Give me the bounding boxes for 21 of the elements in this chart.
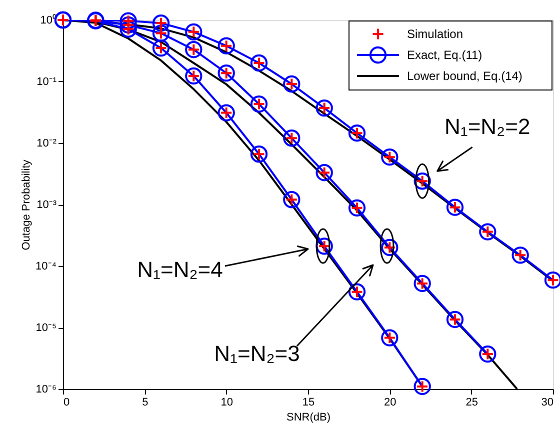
x-tick-label: 15 xyxy=(302,396,315,408)
annotation: N₁=N₂=3 xyxy=(214,341,300,366)
x-tick-label: 5 xyxy=(142,396,148,408)
x-tick-label: 20 xyxy=(384,396,396,408)
y-tick-label: 10⁻⁶ xyxy=(36,384,56,396)
annotation: N₁=N₂=2 xyxy=(444,114,530,140)
x-tick-label: 0 xyxy=(64,396,70,408)
legend-label: Lower bound, Eq.(14) xyxy=(407,69,522,83)
y-tick-label: 10⁻¹ xyxy=(36,76,57,88)
x-axis-title: SNR(dB) xyxy=(286,412,331,424)
y-axis-title: Outage Probability xyxy=(20,159,33,250)
legend-label: Exact, Eq.(11) xyxy=(407,48,482,62)
x-tick-label: 30 xyxy=(541,396,554,408)
legend-label: Simulation xyxy=(407,27,464,41)
x-tick-label: 10 xyxy=(220,396,233,408)
x-tick-label: 25 xyxy=(466,396,478,408)
y-tick-label: 10⁻⁴ xyxy=(36,260,57,272)
y-tick-label: 10⁻⁵ xyxy=(36,322,56,334)
y-tick-label: 10⁻² xyxy=(36,138,57,150)
y-tick-label: 10⁻³ xyxy=(36,199,57,211)
annotation: N₁=N₂=4 xyxy=(137,257,223,282)
